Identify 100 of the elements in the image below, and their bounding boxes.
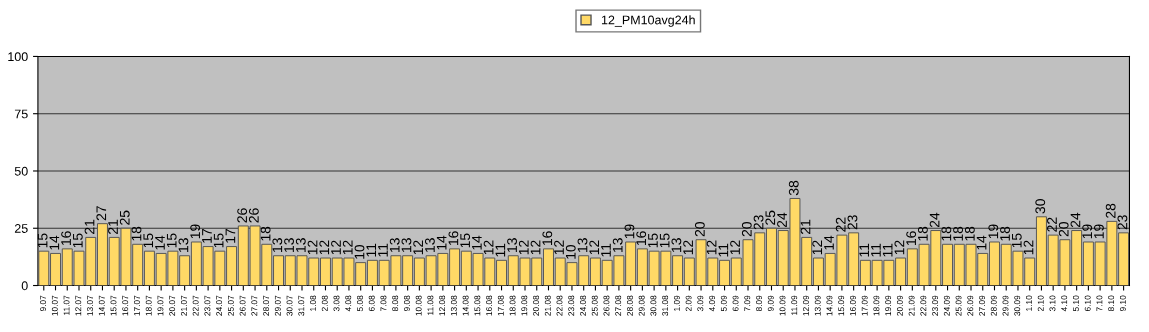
data-label: 12: [683, 240, 693, 255]
x-tick-label: 8.09: [756, 295, 762, 312]
data-label: 12: [812, 240, 823, 255]
data-label: 15: [166, 233, 177, 248]
x-tick-label: 16.07: [122, 295, 129, 316]
data-label: 24: [777, 212, 787, 228]
x-tick-label: 10.07: [51, 295, 58, 316]
x-tick-label: 19.09: [885, 295, 892, 316]
data-label: 23: [1117, 215, 1128, 230]
x-tick-label: 4.10: [1061, 295, 1068, 312]
data-label: 13: [671, 238, 682, 252]
x-tick-label: 27.09: [979, 295, 985, 316]
x-tick-label: 14.09: [826, 295, 833, 316]
x-tick-label: 13.09: [814, 295, 821, 316]
x-tick-label: 10.08: [415, 295, 422, 316]
data-label: 15: [213, 233, 224, 248]
data-label: 28: [1105, 203, 1116, 218]
data-label: 19: [1082, 224, 1093, 239]
data-label: 12: [413, 240, 423, 255]
data-label: 11: [366, 243, 377, 257]
y-tick-label: 100: [8, 52, 28, 62]
data-label: 14: [436, 235, 447, 250]
data-label: 10: [565, 244, 576, 259]
data-label: 20: [694, 222, 705, 237]
x-tick-label: 11.07: [63, 295, 70, 315]
data-label: 15: [37, 233, 48, 248]
data-label: 12: [589, 240, 600, 255]
x-tick-label: 8.08: [392, 295, 399, 312]
x-tick-label: 4.09: [709, 295, 716, 312]
x-tick-label: 15.07: [110, 295, 117, 316]
x-tick-label: 8.10: [1108, 295, 1115, 312]
y-tick-label: 50: [14, 166, 28, 176]
x-tick-label: 21.09: [908, 295, 915, 316]
x-tick-label: 11.09: [791, 295, 798, 315]
data-label: 15: [73, 233, 83, 248]
x-tick-label: 23.08: [568, 295, 575, 316]
x-tick-label: 15.09: [838, 295, 845, 316]
x-tick-label: 17.08: [497, 295, 504, 316]
data-label: 16: [906, 231, 917, 246]
y-tick-label: 75: [14, 109, 28, 119]
data-label: 13: [401, 238, 412, 252]
x-tick-label: 30.07: [286, 295, 293, 316]
data-label: 12: [331, 240, 341, 255]
data-label: 10: [354, 244, 365, 259]
x-tick-label: 16.08: [486, 295, 493, 316]
data-label: 22: [835, 217, 846, 232]
data-label: 13: [577, 238, 588, 252]
x-tick-label: 28.07: [263, 295, 270, 316]
data-label: 23: [753, 215, 764, 230]
x-tick-label: 23.09: [932, 295, 939, 316]
x-tick-label: 27.07: [251, 295, 258, 316]
data-label: 12: [518, 240, 529, 255]
x-tick-label: 18.07: [145, 295, 152, 316]
data-label: 14: [472, 235, 482, 250]
x-tick-label: 21.08: [544, 295, 551, 316]
x-tick-label: 2.08: [321, 295, 328, 312]
data-label: 19: [1094, 224, 1104, 239]
data-label: 16: [636, 231, 647, 246]
data-label: 14: [824, 235, 834, 250]
data-label: 18: [953, 226, 964, 241]
x-tick-label: 26.09: [967, 295, 974, 316]
x-tick-label: 21.07: [180, 295, 187, 316]
x-tick-label: 22.09: [920, 295, 927, 316]
x-tick-label: 28.08: [626, 295, 633, 316]
data-label: 12: [554, 240, 564, 255]
data-label: 11: [859, 243, 869, 257]
x-tick-label: 2.10: [1037, 295, 1044, 312]
x-tick-label: 9.08: [403, 295, 410, 312]
x-tick-label: 31.07: [298, 295, 305, 316]
data-label: 26: [248, 208, 259, 223]
x-tick-label: 16.09: [849, 295, 856, 316]
x-tick-label: 5.08: [357, 295, 363, 312]
data-label: 14: [49, 235, 60, 250]
x-tick-label: 6.09: [732, 295, 739, 312]
data-label: 19: [190, 224, 201, 239]
x-tick-label: 24.07: [216, 295, 223, 316]
data-label: 13: [389, 238, 400, 252]
x-tick-label: 9.10: [1119, 295, 1126, 312]
data-label: 30: [1035, 199, 1046, 214]
x-tick-label: 9.09: [767, 295, 774, 312]
data-label: 18: [260, 226, 271, 241]
x-tick-label: 5.09: [720, 295, 727, 312]
x-tick-label: 11.08: [427, 295, 434, 315]
data-label: 21: [108, 219, 118, 234]
x-tick-label: 26.08: [603, 295, 610, 316]
data-label: 18: [964, 226, 975, 241]
x-tick-label: 9.07: [40, 295, 47, 312]
data-label: 13: [178, 238, 189, 252]
data-label: 14: [155, 235, 165, 250]
x-tick-label: 13.08: [450, 295, 457, 316]
data-label: 12: [319, 240, 330, 255]
x-tick-label: 14.07: [98, 295, 105, 316]
data-label: 15: [460, 233, 471, 248]
x-tick-label: 2.09: [685, 295, 692, 312]
data-label: 13: [612, 238, 623, 252]
data-label: 21: [800, 219, 811, 234]
data-label: 11: [495, 243, 506, 257]
x-tick-label: 17.07: [134, 295, 140, 316]
x-tick-label: 26.07: [239, 295, 246, 316]
data-label: 15: [143, 233, 154, 248]
